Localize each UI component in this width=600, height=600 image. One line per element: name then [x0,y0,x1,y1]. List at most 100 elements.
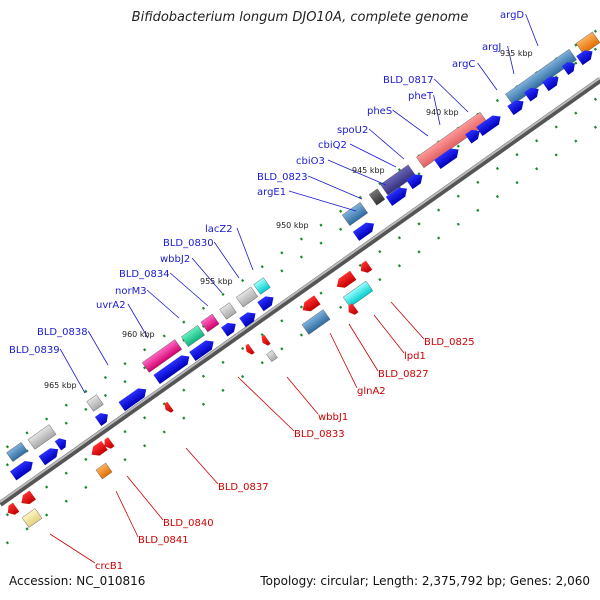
feature-bar [6,442,28,462]
tick-mark [358,263,362,268]
tick-mark [84,389,88,393]
forward-cds-arrow [542,76,559,92]
forward-cds-arrow [434,148,459,169]
tick-mark [456,144,460,148]
tick-mark [25,431,29,435]
topology-label: Topology: circular; Length: 2,375,792 bp… [260,574,590,588]
forward-cds-arrow [38,448,59,466]
tick-mark [143,348,147,352]
forward-cds-arrow [10,461,33,481]
feature-bar [141,339,183,373]
scale-label: 935 kbp [500,49,533,58]
leader-line [169,272,209,307]
tick-mark [299,305,304,309]
forward-cds-arrow [385,187,407,206]
tick-mark [5,541,10,545]
tick-mark [241,278,245,283]
gene-labels: argD argJ argC BLD_0817 pheT pheS spoU2 cbiQ2 cb… [9,10,539,572]
gene-label-wbbj2: wbbJ2 [160,254,190,265]
gene-label-bld_0837: BLD_0837 [218,482,269,493]
leader-line [59,348,86,394]
tick-mark [299,255,304,259]
tick-mark [437,208,441,212]
leader-line [286,376,319,415]
leader-line [87,330,109,366]
tick-mark [201,402,206,406]
feature-bar [341,202,369,226]
feature-bar [21,508,43,528]
scale-label: 940 kbp [426,108,459,117]
tick-mark [378,277,382,282]
tick-mark [378,249,382,254]
leader-line [185,447,219,485]
tick-mark [182,320,186,324]
tick-mark [280,319,284,323]
tick-mark [397,236,402,240]
gene-label-bld_0840: BLD_0840 [163,518,214,529]
tick-mark [64,499,68,503]
tick-mark [495,166,500,171]
leader-line [329,332,358,389]
leader-line [213,241,240,279]
leader-line [390,301,425,340]
tick-mark [593,97,598,101]
tick-mark [299,237,304,241]
leader-line [368,128,405,160]
gene-features [6,31,600,528]
tick-mark [201,374,206,378]
forward-cds-arrow [257,296,274,312]
scale-label: 955 kbp [200,277,233,286]
leader-line [507,45,515,75]
reverse-cds-arrow [7,502,20,515]
tick-mark [593,29,598,33]
tick-mark [241,374,245,379]
tick-mark [5,463,10,467]
forward-cds-arrow [54,438,67,451]
tick-mark [123,458,127,462]
tick-mark [554,153,558,157]
genome-backbone [0,77,600,507]
forward-cds-arrow [221,322,236,337]
tick-mark [45,485,49,489]
tick-mark [64,421,68,425]
reverse-cds-arrow [302,295,321,312]
tick-mark [456,222,460,226]
tick-mark [280,251,284,255]
tick-mark [103,393,108,398]
gene-label-glna2: glnA2 [357,386,386,397]
leader-line [126,475,164,521]
leader-line [433,94,441,126]
gene-label-argc: argC [452,59,475,70]
tick-mark [182,388,186,392]
leader-line [392,109,429,137]
gene-label-bld_0825: BLD_0825 [424,337,475,348]
forward-cds-arrow [507,100,524,116]
gene-label-cbio3: cbiO3 [296,156,325,167]
tick-mark [280,347,284,351]
tick-mark [515,153,519,157]
reverse-cds-arrow [360,260,373,273]
forward-cds-arrow [189,340,214,361]
feature-bar [27,424,57,450]
tick-mark [182,416,186,420]
tick-mark [574,43,578,47]
leader-line [236,227,254,271]
accession-label: Accession: NC_010816 [9,574,146,588]
feature-bar [380,164,416,196]
reverse-cds-arrow [104,437,115,449]
tick-mark [64,471,68,475]
reverse-cds-arrow [91,440,108,456]
reverse-cds-arrow [336,270,357,288]
tick-mark [260,333,264,337]
reverse-cds-arrow [261,334,271,346]
leader-line [146,289,180,319]
tick-mark [574,111,578,115]
tick-mark [339,209,343,213]
tick-mark [103,375,108,380]
tick-mark [84,485,88,489]
feature-bar [301,309,331,335]
forward-cds-arrow [153,355,190,385]
tick-mark [45,417,49,421]
tick-mark [84,407,88,411]
